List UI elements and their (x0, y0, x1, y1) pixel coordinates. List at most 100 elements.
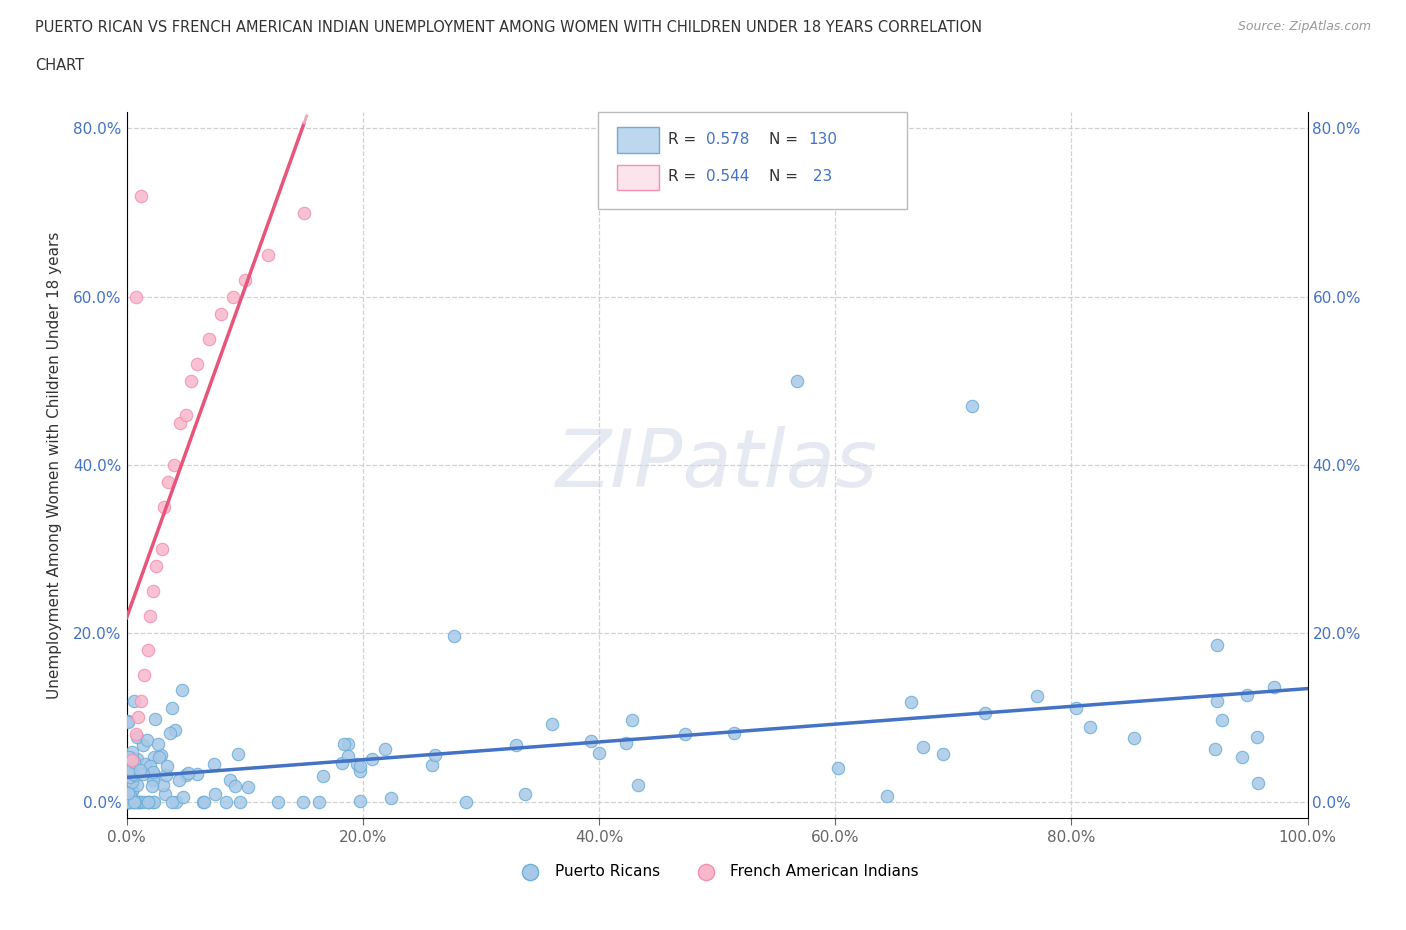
Point (1205, 637, 1227, 652)
Point (121, 783, 143, 798)
Point (117, 794, 139, 809)
Point (1026, 689, 1049, 704)
Point (170, 683, 193, 698)
Point (291, 794, 314, 809)
Point (174, 768, 197, 783)
Point (117, 786, 139, 801)
Point (292, 206, 315, 220)
Point (876, 789, 898, 804)
Point (121, 775, 143, 790)
Point (139, 609, 162, 624)
Point (349, 758, 371, 773)
Point (1078, 720, 1101, 735)
Point (148, 750, 170, 764)
Point (146, 737, 169, 751)
Point (228, 747, 250, 762)
Point (1211, 712, 1233, 727)
Point (117, 794, 139, 809)
Point (145, 559, 167, 574)
Point (360, 751, 382, 766)
Point (136, 794, 159, 809)
Point (129, 693, 152, 708)
Point (186, 356, 208, 371)
Text: PUERTO RICAN VS FRENCH AMERICAN INDIAN UNEMPLOYMENT AMONG WOMEN WITH CHILDREN UN: PUERTO RICAN VS FRENCH AMERICAN INDIAN U… (35, 20, 983, 35)
Point (156, 474, 179, 489)
Text: N =: N = (769, 169, 803, 184)
Point (122, 794, 145, 809)
Point (121, 764, 143, 778)
Point (204, 787, 226, 802)
Point (132, 794, 155, 809)
Point (156, 759, 179, 774)
Point (139, 758, 162, 773)
Point (160, 701, 183, 716)
Text: R =: R = (668, 132, 702, 147)
Point (1236, 688, 1258, 703)
Point (165, 794, 187, 809)
Point (423, 748, 446, 763)
Point (456, 794, 478, 809)
Point (125, 289, 148, 304)
Point (120, 794, 142, 809)
Point (121, 782, 143, 797)
Point (588, 745, 610, 760)
Point (152, 777, 174, 792)
Point (122, 694, 145, 709)
Point (337, 749, 360, 764)
Point (160, 794, 183, 809)
Point (142, 767, 165, 782)
Point (125, 727, 148, 742)
Point (117, 794, 139, 809)
Point (193, 794, 215, 809)
Point (165, 723, 187, 737)
Point (723, 725, 745, 740)
Point (142, 764, 165, 779)
Point (138, 794, 160, 809)
Point (827, 761, 849, 776)
Legend: Puerto Ricans, French American Indians: Puerto Ricans, French American Indians (509, 857, 925, 885)
Point (127, 777, 149, 792)
Point (163, 458, 186, 472)
Point (135, 732, 157, 747)
Point (132, 737, 155, 752)
Point (581, 734, 603, 749)
Point (443, 629, 465, 644)
Point (143, 711, 166, 726)
Point (121, 767, 143, 782)
Point (155, 767, 177, 782)
Point (150, 541, 173, 556)
Point (120, 761, 142, 776)
Point (121, 745, 143, 760)
Point (215, 794, 238, 809)
Point (540, 717, 562, 732)
Point (134, 668, 156, 683)
Point (143, 749, 166, 764)
Point (117, 794, 139, 809)
Point (134, 756, 156, 771)
Point (169, 772, 191, 787)
Point (117, 714, 139, 729)
Point (380, 790, 402, 805)
Point (420, 758, 443, 773)
Point (155, 787, 177, 802)
Point (621, 713, 644, 728)
Point (349, 764, 371, 778)
Point (127, 710, 149, 724)
Point (120, 769, 142, 784)
Point (330, 756, 353, 771)
Point (374, 741, 396, 756)
Point (224, 778, 246, 793)
Point (124, 794, 146, 809)
Point (124, 794, 146, 809)
Point (912, 740, 935, 755)
Point (127, 794, 149, 809)
Text: ZIPatlas: ZIPatlas (555, 426, 879, 504)
Point (129, 188, 152, 203)
Point (233, 272, 256, 287)
Point (153, 499, 176, 514)
Point (142, 773, 165, 788)
Point (121, 752, 143, 767)
Text: 0.544: 0.544 (706, 169, 749, 184)
Point (1246, 729, 1268, 744)
Point (1263, 680, 1285, 695)
